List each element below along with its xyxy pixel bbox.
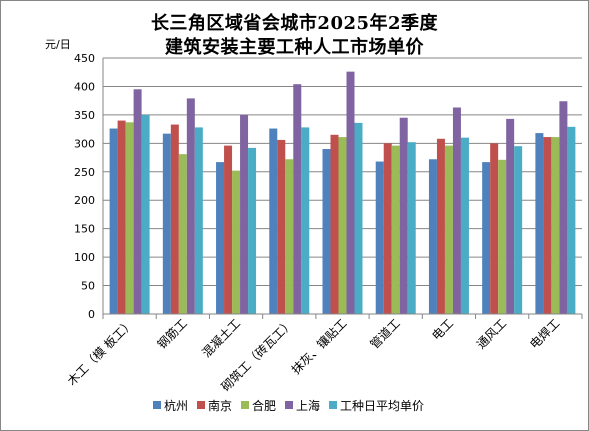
bar [269,128,278,314]
bar [514,146,523,314]
bar [232,170,241,314]
legend: 杭州 南京 合肥 上海 工种日平均单价 [153,398,424,413]
bar [444,145,453,314]
y-tick-label: 400 [74,80,95,93]
y-tick-label: 450 [74,52,95,65]
bar [383,143,392,314]
chart-title-line2: 建筑安装主要工种人工市场单价 [165,37,424,58]
x-category-label: 抹灰、镶贴工 [288,316,350,378]
bar [407,142,416,314]
bar [506,118,515,314]
legend-label: 上海 [296,398,320,413]
x-category-label: 电焊工 [526,316,562,352]
bar [248,147,257,314]
bar [285,159,294,314]
bar [178,154,187,314]
bar [460,137,469,314]
y-tick-label: 100 [74,251,95,264]
y-tick-label: 50 [81,280,95,293]
y-tick-label: 250 [74,166,95,179]
bar [117,120,126,314]
bar [224,145,233,314]
legend-swatch [285,401,293,409]
y-tick-label: 0 [88,308,95,321]
bar [428,159,437,314]
bar [482,162,491,314]
bar [186,98,195,314]
axes [102,58,583,319]
bar [330,134,339,314]
bar [109,128,118,314]
bar [240,114,249,314]
bar [551,137,560,314]
x-category-label: 钢筋工 [154,316,190,352]
bar [391,145,400,314]
bar [194,127,203,314]
y-tick-label: 200 [74,194,95,207]
bar [170,124,179,314]
legend-swatch [197,401,205,409]
legend-label: 合肥 [252,398,276,413]
x-category-label: 通风工 [474,316,509,351]
bar [559,101,568,314]
bar [338,137,347,314]
bar [141,114,150,314]
legend-swatch [241,401,249,409]
x-category-label: 混凝土工 [199,316,244,361]
bar [399,117,408,314]
y-axis-ticks: 0 50 100 150 200 250 300 350 400 450 [74,52,95,321]
bar [322,149,331,314]
bar [125,122,134,314]
bar [535,133,544,314]
bar [567,126,576,314]
y-tick-label: 350 [74,109,95,122]
legend-swatch [153,401,161,409]
x-category-label: 电工 [429,316,456,343]
bar [436,138,445,314]
bar [375,161,384,314]
bar [346,71,355,314]
x-category-label: 木工（模 板工） [65,316,137,388]
chart-title-line1: 长三角区域省会城市2025年2季度 [150,13,439,34]
y-tick-label: 300 [74,137,95,150]
y-tick-label: 150 [74,223,95,236]
bar [498,159,507,314]
y-axis-unit: 元/日 [45,38,71,51]
legend-label: 南京 [208,398,232,413]
bars [109,71,576,315]
legend-swatch [329,401,337,409]
bar [162,133,171,314]
legend-label: 工种日平均单价 [340,399,424,413]
bar [543,137,552,314]
bar [301,127,310,314]
bar [277,139,286,314]
bar [354,122,363,314]
x-category-label: 管道工 [367,316,403,352]
bar [133,89,142,315]
bar [293,84,302,315]
bar [490,143,499,314]
bar [452,107,461,314]
bar [216,162,225,314]
legend-label: 杭州 [164,398,188,413]
